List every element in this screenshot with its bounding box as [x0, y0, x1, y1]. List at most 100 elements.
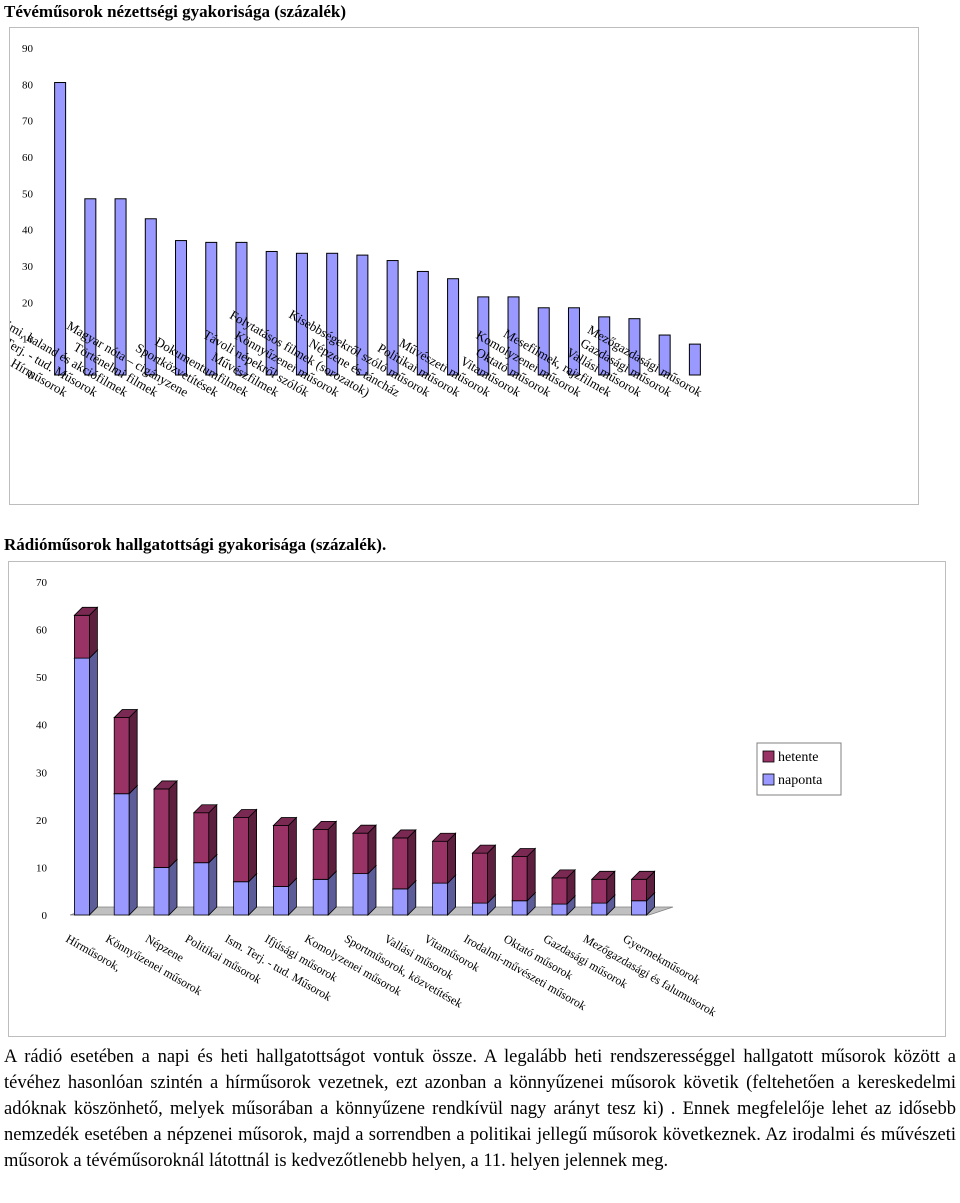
bar-side	[208, 803, 218, 864]
bar-segment-hetente	[153, 779, 178, 869]
bar-segment-hetente	[113, 708, 139, 795]
bar-front	[631, 900, 647, 916]
bar-front	[153, 788, 170, 868]
y-tick-label: 70	[36, 577, 48, 589]
bar	[386, 260, 399, 376]
bar-front	[193, 862, 210, 916]
bar	[598, 316, 611, 376]
bar	[205, 241, 218, 376]
bar-side	[89, 606, 98, 660]
y-tick-label: 0	[42, 910, 48, 922]
bar-side	[128, 784, 138, 916]
bar-front	[432, 840, 449, 884]
bar	[688, 343, 701, 376]
bar-side	[128, 708, 138, 795]
bar-top	[511, 848, 537, 857]
bar-top	[630, 870, 656, 880]
legend: hetente naponta	[756, 742, 842, 796]
bar-front	[392, 888, 409, 916]
y-tick-label: 20	[36, 815, 48, 827]
bar-front	[272, 825, 289, 887]
bar-front	[74, 614, 90, 659]
bar-segment-hetente	[511, 847, 537, 902]
y-tick-label: 30	[36, 767, 48, 779]
radio-chart-title: Rádióműsorok hallgatottsági gyakorisága …	[4, 535, 387, 554]
y-tick-label: 10	[22, 334, 34, 346]
legend-label: hetente	[778, 750, 818, 765]
bar-side	[407, 828, 417, 890]
y-tick-label: 70	[22, 116, 34, 128]
radio-chart-frame: 0 10 20 30 40 50 60 70 Hírműsorok, Könnyűzenei mű…	[8, 561, 946, 1037]
bar-top	[391, 829, 417, 839]
bar	[84, 198, 97, 376]
bar-segment-hetente	[312, 820, 338, 881]
bar	[537, 307, 550, 376]
bar-top	[232, 809, 258, 818]
tv-chart-frame: 0102030405060708090HírműsorokIsm. Terj. …	[0, 27, 919, 505]
bar-front	[471, 852, 488, 904]
bar-top	[551, 869, 576, 879]
bar-top	[431, 832, 457, 842]
y-tick-label: 30	[22, 261, 34, 273]
bar	[175, 240, 188, 376]
bar	[628, 318, 641, 376]
legend-swatch-hetente	[762, 750, 775, 763]
bar-top	[590, 870, 616, 880]
bar-segment-hetente	[232, 808, 258, 883]
bar-front	[233, 817, 250, 883]
bar-front	[591, 878, 608, 904]
bar-segment-hetente	[471, 844, 497, 905]
bar	[114, 198, 127, 376]
bar	[447, 278, 460, 376]
legend-swatch-naponta	[762, 773, 775, 786]
bar-side	[526, 847, 536, 902]
bar	[295, 252, 308, 376]
bar-front	[352, 832, 369, 875]
y-tick-label: 10	[36, 862, 48, 874]
bar-front	[511, 900, 528, 916]
bar-front	[631, 878, 647, 902]
bar-front	[113, 793, 130, 916]
bar-segment-hetente	[431, 832, 457, 885]
bar-segment-naponta	[73, 649, 99, 916]
y-tick-label: 20	[22, 297, 34, 309]
tv-chart: 0102030405060708090HírműsorokIsm. Terj. …	[0, 43, 705, 400]
bar-front	[551, 877, 568, 905]
legend-label: naponta	[778, 773, 823, 788]
bar	[235, 241, 248, 376]
bar-segment-hetente	[192, 803, 218, 864]
bar-front	[551, 903, 568, 916]
bar-top	[312, 820, 338, 830]
bar-segment-hetente	[590, 870, 616, 905]
bar-segment-hetente	[272, 816, 298, 888]
y-tick-label: 80	[22, 79, 34, 91]
bar	[416, 270, 429, 376]
bar-segment-hetente	[630, 870, 656, 902]
bar	[477, 296, 490, 376]
body-paragraph: A rádió esetében a napi és heti hallgato…	[4, 1047, 956, 1171]
bar-top	[352, 824, 377, 834]
bar-top	[153, 780, 178, 790]
y-tick-label: 50	[22, 188, 34, 200]
bar-side	[287, 816, 297, 888]
bar-side	[89, 649, 98, 916]
bar-side	[447, 832, 457, 885]
bar-side	[367, 864, 377, 916]
bar	[265, 250, 278, 376]
bar-side	[208, 853, 218, 916]
bar	[144, 218, 157, 376]
bar-segment-naponta	[391, 879, 417, 916]
tv-chart-title: Tévéműsorok nézettségi gyakorisága (száz…	[4, 2, 346, 21]
bar-front	[511, 856, 528, 902]
y-tick-label: 60	[36, 625, 48, 637]
bar-front	[74, 657, 90, 916]
bar-top	[113, 709, 139, 718]
bar	[507, 296, 520, 376]
bar-side	[486, 844, 496, 905]
y-tick-label: 60	[22, 152, 34, 164]
bar-segment-hetente	[391, 828, 417, 890]
bar-front	[233, 881, 250, 916]
bar-front	[392, 837, 409, 890]
bar	[326, 252, 339, 376]
